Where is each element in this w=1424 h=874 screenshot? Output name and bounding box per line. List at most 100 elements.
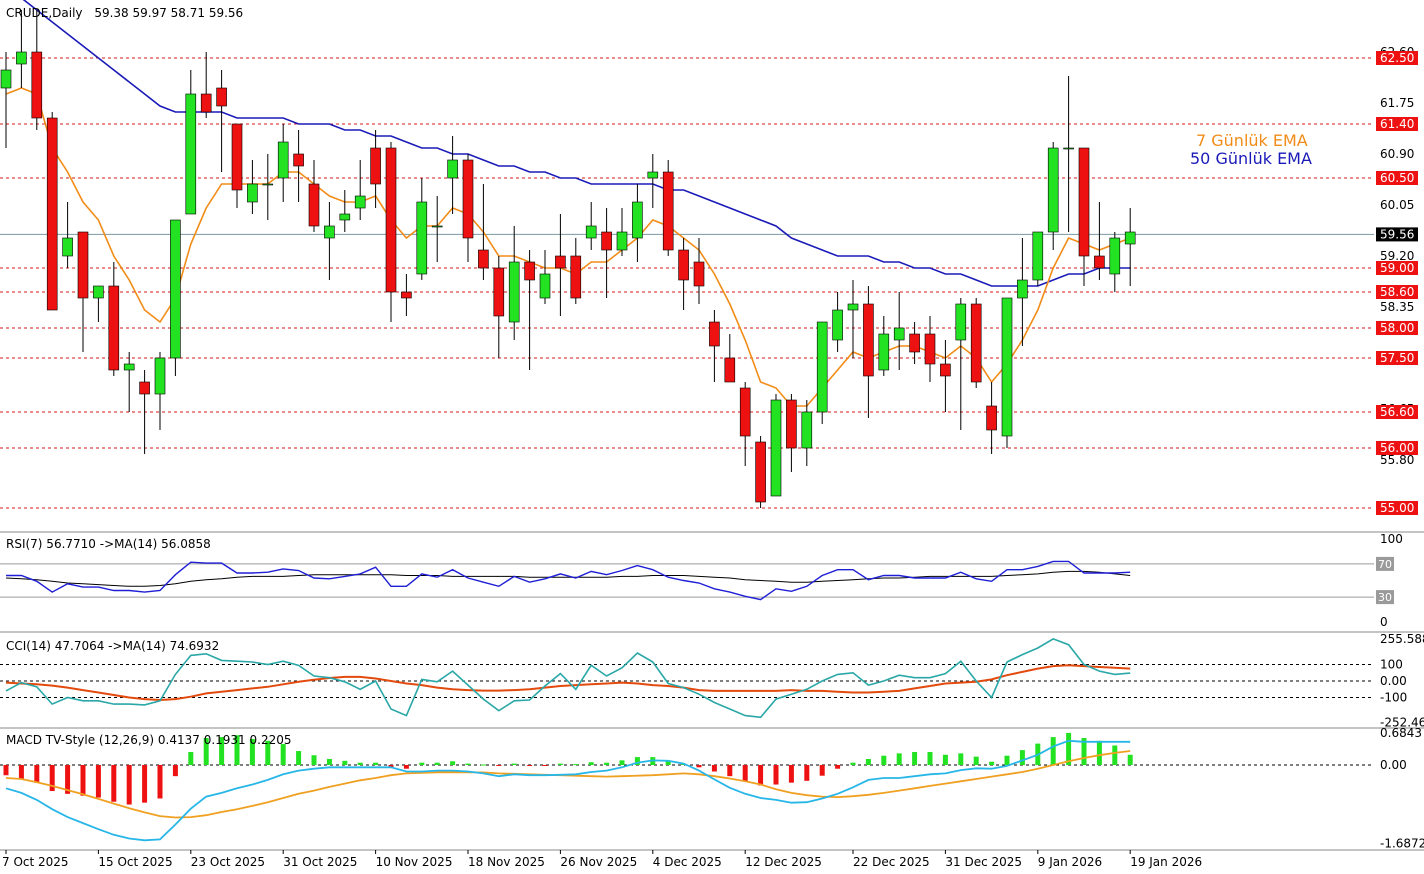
candle[interactable] [170,219,181,376]
candle[interactable] [16,10,27,88]
candle[interactable] [678,238,689,310]
candle[interactable] [786,394,797,472]
candle[interactable] [370,130,381,208]
candle[interactable] [832,292,843,352]
candle[interactable] [847,280,859,358]
candle[interactable] [770,394,782,497]
candle[interactable] [863,286,874,418]
candle[interactable] [123,352,135,412]
candle[interactable] [508,226,520,340]
rsi-title: RSI(7) 56.7710 ->MA(14) 56.0858 [6,537,211,551]
macd-histogram-bar [727,765,733,777]
candle[interactable] [1063,76,1074,232]
rsi-level-label-bg [1376,556,1394,571]
candle[interactable] [447,136,458,214]
candle[interactable] [77,231,89,352]
macd-histogram-bar [403,765,409,769]
candle[interactable] [154,352,166,430]
candle[interactable] [62,202,73,268]
candle[interactable] [139,370,150,454]
candle[interactable] [801,400,813,466]
candle[interactable] [231,123,243,208]
candle[interactable] [216,70,227,172]
candle[interactable] [93,285,104,322]
candle[interactable] [539,250,551,304]
candle[interactable] [493,256,505,358]
candle[interactable] [0,52,12,148]
candle-body [539,273,551,299]
candle[interactable] [1094,202,1105,280]
candle[interactable] [108,262,120,376]
candle[interactable] [431,196,443,262]
candle[interactable] [909,322,920,364]
macd-histogram-bar [80,765,86,796]
candle[interactable] [970,298,982,388]
candle-body [739,387,751,437]
candle[interactable] [416,178,428,280]
candle[interactable] [293,130,304,202]
candle[interactable] [924,316,936,382]
candle-body [755,441,766,503]
candle[interactable] [462,154,474,262]
candle[interactable] [616,208,628,256]
candle[interactable] [693,238,705,304]
candle[interactable] [585,202,597,250]
time-axis-label: 18 Nov 2025 [468,855,545,869]
macd-histogram-bar [604,762,610,765]
candle[interactable] [724,334,736,383]
cci-ma-line [5,664,1131,702]
candle[interactable] [1032,231,1044,286]
macd-histogram-bar [527,765,533,766]
candle-body [693,261,705,287]
candle[interactable] [185,70,197,215]
candle[interactable] [893,292,905,370]
candle[interactable] [755,436,766,508]
ohlc-values: 59.38 59.97 58.71 59.56 [94,6,243,20]
macd-histogram-bar [234,735,240,765]
candle[interactable] [324,202,335,280]
macd-histogram-bar [881,755,887,765]
candle[interactable] [816,321,828,424]
candle[interactable] [385,142,397,322]
candle[interactable] [277,124,289,202]
candle-body [293,153,304,167]
candle-body [970,303,982,383]
candle[interactable] [601,208,612,298]
candle[interactable] [478,184,489,280]
candle-body [170,219,181,359]
candle[interactable] [986,382,997,454]
candle[interactable] [878,316,890,376]
candle[interactable] [570,238,582,304]
price-axis-tick: 55.80 [1380,453,1414,467]
candle[interactable] [524,250,535,370]
candle[interactable] [1078,147,1090,286]
candle[interactable] [200,52,212,118]
candle[interactable] [1124,208,1136,286]
candle[interactable] [308,160,320,232]
level-label: 55.00 [1380,501,1414,515]
candle[interactable] [354,160,366,220]
candle-body [893,327,905,341]
candle[interactable] [1109,232,1121,292]
candle[interactable] [247,160,258,214]
candle[interactable] [1017,238,1028,346]
last-price-label-bg [1376,227,1418,242]
candle[interactable] [709,310,720,382]
candle[interactable] [647,154,659,208]
candle[interactable] [401,274,412,316]
candle[interactable] [339,190,351,232]
candle[interactable] [31,10,43,130]
candle[interactable] [662,160,674,256]
candle[interactable] [1001,297,1013,448]
candle[interactable] [46,112,58,311]
candle[interactable] [555,214,566,316]
macd-histogram-bar [819,765,825,776]
candle[interactable] [940,340,951,412]
candle-body [955,303,967,341]
candle[interactable] [1047,142,1059,250]
candle[interactable] [739,382,751,466]
candle[interactable] [632,184,643,262]
candle[interactable] [262,154,274,220]
candle[interactable] [955,298,967,430]
